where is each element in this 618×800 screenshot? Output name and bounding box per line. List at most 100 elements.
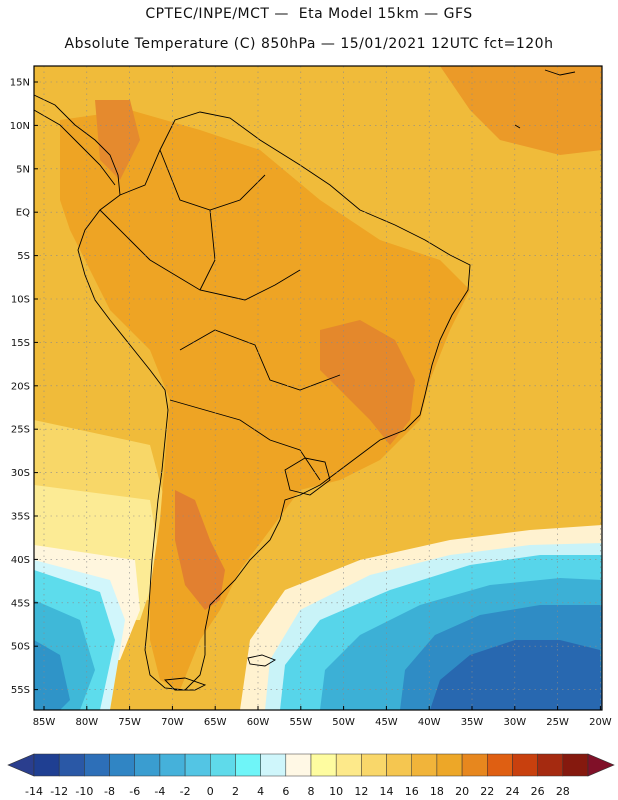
colorbar-label: -2 [180,785,191,798]
uruguay-outline [284,457,331,496]
colorbar-over-arrow [587,753,615,777]
latitude-labels: 15N 10N 5N EQ 5S 10S 15S 20S 25S 30S 35S 40S 45S 50S 5… [10,78,38,696]
country-border-2 [149,259,301,301]
lon-label: 25W [546,717,569,728]
lat-label: 15N [10,78,30,89]
colorbar-swatch [487,753,513,777]
colorbar-label: 2 [232,785,239,798]
colorbar-label: 20 [455,785,469,798]
colorbar-label: -14 [25,785,43,798]
lat-label: 30S [11,468,30,479]
lon-label: 55W [289,717,312,728]
colorbar-label: 16 [405,785,419,798]
lon-label: 65W [204,717,227,728]
argentina-hot-spot [175,490,225,610]
colorbar-swatch [235,753,261,777]
lat-label: 45S [11,598,30,609]
lat-lon-grid [34,66,602,710]
colorbar-label: 26 [531,785,545,798]
colorbar-label: 6 [282,785,289,798]
lat-label: 35S [11,512,30,523]
colorbar-swatch [58,753,85,777]
colorbar-label: -6 [129,785,140,798]
central-america-south-coast [34,109,116,186]
colorbar-label: -10 [75,785,93,798]
colorbar-label: 14 [380,785,394,798]
colorbar-swatch [210,753,236,777]
colorbar-label: -8 [104,785,115,798]
lon-label: 80W [75,717,98,728]
central-america-coastline [34,94,121,196]
colorbar-swatch [33,753,60,777]
north-atlantic-warm [440,66,602,155]
colorbar-swatch [512,753,538,777]
caribbean-islands-outline [514,69,576,129]
colorbar-label: -4 [154,785,165,798]
lat-label: 20S [11,381,30,392]
map-frame [33,65,603,711]
colorbar-swatch [411,753,438,777]
brazil-hot-spot [320,320,415,445]
lat-label: 5N [16,164,30,175]
colorbar-label: 12 [354,785,368,798]
map-subtitle: Absolute Temperature (C) 850hPa — 15/01/… [64,36,554,52]
lat-label: 10S [11,295,30,306]
lat-label: EQ [16,208,30,219]
andes-hot-spot [95,100,140,180]
south-pacific-deep-blue [34,640,70,710]
colorbar-label: 10 [329,785,343,798]
lat-label: 15S [11,338,30,349]
falklands-outline [247,654,277,667]
lon-label: 40W [418,717,441,728]
colorbar-swatch [562,753,589,777]
colorbar-label: 28 [556,785,570,798]
colorbar-swatch [461,753,488,777]
colorbar-label: 0 [207,785,214,798]
coastlines-and-borders [34,69,576,691]
colorbar-label: 8 [308,785,315,798]
colorbar-label: 18 [430,785,444,798]
country-border-3 [179,329,341,391]
lat-label: 50S [11,642,30,653]
colorbar-swatch [537,753,564,777]
country-border-5 [99,209,151,261]
lon-label: 85W [33,717,56,728]
country-border-4 [169,399,321,481]
colorbar-swatch [84,753,110,777]
lon-label: 35W [461,717,484,728]
lat-label: 25S [11,425,30,436]
colorbar: -14 -12 -10 -8 -6 -4 -2 0 2 4 6 8 10 12 14 16 18 20 22 24 26… [7,753,615,798]
map-title: CPTEC/INPE/MCT — Eta Model 15km — GFS [145,6,473,22]
lon-label: 50W [332,717,355,728]
colorbar-label: 4 [257,785,264,798]
colorbar-swatch [134,753,161,777]
lat-label: 40S [11,555,30,566]
tierra-del-fuego-outline [164,677,207,691]
lon-label: 60W [247,717,270,728]
colorbar-swatch [285,753,312,777]
lon-label: 45W [375,717,398,728]
colorbar-swatch [184,753,211,777]
colorbar-swatch [436,753,463,777]
lon-label: 70W [161,717,184,728]
lat-label: 5S [17,251,30,262]
lon-label: 75W [118,717,141,728]
colorbar-swatch [386,753,412,777]
lon-label: 30W [503,717,526,728]
temperature-field [34,66,602,710]
colorbar-swatch [361,753,387,777]
colorbar-swatch [310,753,337,777]
colorbar-swatch [260,753,287,777]
longitude-labels: 85W 80W 75W 70W 65W 60W 55W 50W 45W 40W 35W 30W 25W 2… [33,706,612,728]
lat-label: 55S [11,685,30,696]
colorbar-label: -12 [50,785,68,798]
colorbar-label: 22 [480,785,494,798]
continent-warm [60,110,470,690]
lat-label: 10N [10,121,30,132]
colorbar-swatch [159,753,186,777]
colorbar-swatch [335,753,362,777]
south-atlantic-deep-blue [430,640,602,710]
lon-label: 20W [589,717,612,728]
colorbar-label: 24 [505,785,519,798]
